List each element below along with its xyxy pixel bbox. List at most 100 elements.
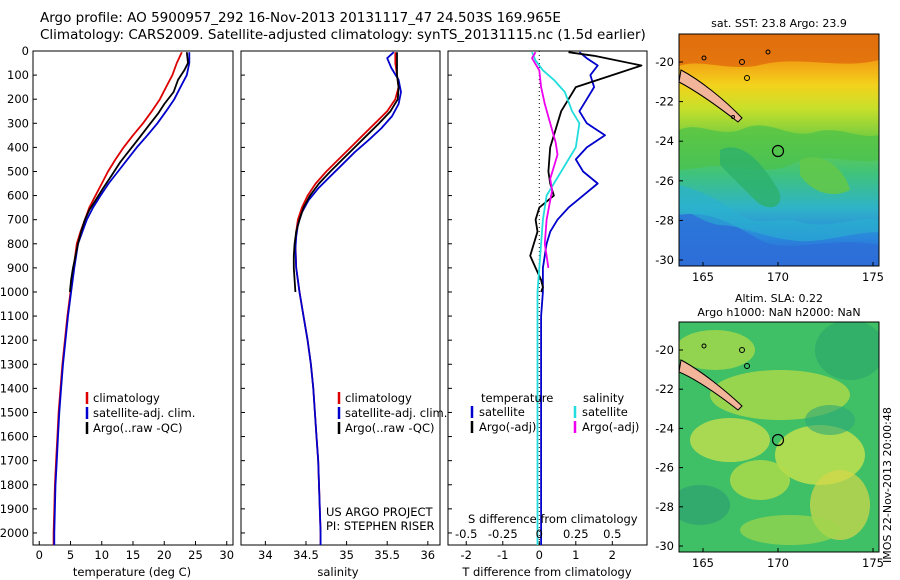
temperature-panel-frame bbox=[32, 50, 234, 546]
sst-map-patterns bbox=[679, 34, 879, 266]
project-annotation: US ARGO PROJECT bbox=[326, 505, 434, 519]
legend-label-satellite: satellite-adj. clim. bbox=[93, 406, 195, 420]
sla-map-subtitle: Argo h1000: NaN h2000: NaN bbox=[697, 306, 861, 319]
x-tick-label: 2 bbox=[609, 548, 616, 562]
y-tick-label: 900 bbox=[7, 261, 29, 275]
imos-timestamp: IMOS 22-Nov-2013 20:00:48 bbox=[881, 407, 894, 563]
x-tick-label: 1 bbox=[572, 548, 579, 562]
legend-label-t-satellite: satellite bbox=[479, 405, 525, 419]
small-island bbox=[731, 115, 735, 119]
x-tick-label: 175 bbox=[862, 556, 884, 570]
y-tick-label: -26 bbox=[655, 461, 674, 475]
legend-label-argo: Argo(..raw -QC) bbox=[345, 421, 435, 435]
legend-label-climatology: climatology bbox=[345, 391, 412, 405]
sst-map-title: sat. SST: 23.8 Argo: 23.9 bbox=[711, 17, 847, 30]
y-tick-label: 800 bbox=[7, 237, 29, 251]
sla-map-patterns bbox=[679, 322, 879, 545]
sla-map-ticks: 165 170 175 -20 -22 -24 -26 -28 -30 bbox=[655, 343, 884, 570]
sla-map-frame bbox=[678, 321, 880, 553]
climatology-title: Climatology: CARS2009. Satellite-adjuste… bbox=[40, 27, 646, 43]
s-tick-label: 0 bbox=[536, 527, 543, 541]
x-tick-label: 36 bbox=[420, 548, 435, 562]
y-tick-label: -28 bbox=[655, 213, 674, 227]
argo-float-marker bbox=[771, 144, 785, 158]
x-tick-label: 30 bbox=[219, 548, 234, 562]
temperature-legend: climatology satellite-adj. clim. Argo(..… bbox=[85, 391, 195, 435]
new-caledonia-island bbox=[679, 359, 743, 411]
x-tick-label: 34 bbox=[258, 548, 273, 562]
legend-label-s-argo: Argo(-adj) bbox=[582, 420, 639, 434]
series-line bbox=[531, 51, 559, 269]
pi-annotation: PI: STEPHEN RISER bbox=[326, 519, 435, 533]
y-tick-label: -22 bbox=[655, 95, 674, 109]
series-line bbox=[540, 51, 606, 545]
y-tick-label: -20 bbox=[655, 55, 674, 69]
y-tick-label: -30 bbox=[655, 539, 674, 553]
argo-float-marker bbox=[771, 433, 785, 447]
salinity-legend: climatology satellite-adj. clim. Argo(..… bbox=[337, 391, 447, 435]
difference-profile: -2 -1 0 1 2 bbox=[461, 51, 643, 562]
s-tick-label: -0.25 bbox=[488, 527, 518, 541]
temperature-profile: 0 5 10 15 20 25 30 bbox=[36, 51, 234, 562]
small-island bbox=[701, 55, 707, 61]
legend-label-satellite: satellite-adj. clim. bbox=[345, 406, 447, 420]
sst-map-ticks: 165 170 175 -20 -22 -24 -26 -28 -30 bbox=[655, 55, 884, 284]
x-tick-label: 170 bbox=[767, 270, 789, 284]
sst-map-frame bbox=[678, 33, 880, 267]
x-tick-label: 25 bbox=[188, 548, 203, 562]
sla-map: 165 170 175 -20 -22 -24 -26 -28 -30 bbox=[655, 321, 884, 570]
x-tick-label: 35.5 bbox=[374, 548, 400, 562]
y-tick-label: 200 bbox=[7, 92, 29, 106]
sst-map: 165 170 175 -20 -22 -24 -26 -28 -30 bbox=[655, 33, 884, 284]
y-tick-label: -26 bbox=[655, 174, 674, 188]
s-tick-label: -0.5 bbox=[455, 527, 477, 541]
x-tick-label: 165 bbox=[692, 556, 714, 570]
sla-map-title: Altim. SLA: 0.22 bbox=[734, 292, 824, 305]
x-tick-label: 15 bbox=[126, 548, 141, 562]
temperature-axis-label: temperature (deg C) bbox=[73, 565, 191, 579]
y-tick-label: -28 bbox=[655, 500, 674, 514]
series-line bbox=[53, 52, 191, 545]
x-tick-label: 170 bbox=[767, 556, 789, 570]
y-tick-label: 0 bbox=[22, 44, 29, 58]
x-tick-label: 165 bbox=[692, 270, 714, 284]
y-tick-label: 1400 bbox=[0, 381, 29, 395]
difference-legend: temperature salinity satellite Argo(-adj… bbox=[470, 391, 639, 434]
salinity-profile: 34 34.5 35 35.5 36 bbox=[258, 51, 435, 562]
series-line bbox=[529, 51, 643, 293]
y-tick-label: 1500 bbox=[0, 405, 29, 419]
legend-label-climatology: climatology bbox=[93, 391, 160, 405]
y-tick-label: 2000 bbox=[0, 526, 29, 540]
legend-title-salinity: salinity bbox=[583, 391, 624, 405]
y-tick-label: -24 bbox=[655, 421, 674, 435]
x-tick-label: 5 bbox=[67, 548, 74, 562]
y-tick-label: 100 bbox=[7, 68, 29, 82]
series-line bbox=[531, 51, 581, 545]
x-tick-label: 0 bbox=[36, 548, 43, 562]
y-tick-label: 700 bbox=[7, 213, 29, 227]
y-tick-label: 1300 bbox=[0, 357, 29, 371]
s-tick-label: 0.5 bbox=[603, 527, 621, 541]
y-tick-label: 1800 bbox=[0, 478, 29, 492]
t-difference-axis-label: T difference from climatology bbox=[461, 565, 632, 579]
y-tick-label: -24 bbox=[655, 134, 674, 148]
legend-title-temperature: temperature bbox=[481, 391, 553, 405]
y-tick-label: 400 bbox=[7, 140, 29, 154]
depth-axis: 0 100 200 300 400 500 600 700 800 900 1000 1100 1200… bbox=[0, 44, 452, 540]
profile-title: Argo profile: AO 5900957_292 16-Nov-2013… bbox=[40, 10, 561, 26]
y-tick-label: -30 bbox=[655, 253, 674, 267]
y-tick-label: 300 bbox=[7, 116, 29, 130]
small-island bbox=[739, 59, 745, 65]
small-island bbox=[739, 347, 745, 353]
series-line bbox=[69, 52, 189, 293]
y-tick-label: -22 bbox=[655, 382, 674, 396]
small-island bbox=[744, 363, 750, 369]
s-axis-label: S difference from climatology bbox=[468, 512, 638, 526]
small-island bbox=[765, 49, 771, 55]
small-island bbox=[701, 343, 707, 349]
legend-label-t-argo: Argo(-adj) bbox=[479, 420, 536, 434]
y-tick-label: 600 bbox=[7, 189, 29, 203]
x-tick-label: 0 bbox=[536, 548, 543, 562]
y-tick-label: 1900 bbox=[0, 502, 29, 516]
